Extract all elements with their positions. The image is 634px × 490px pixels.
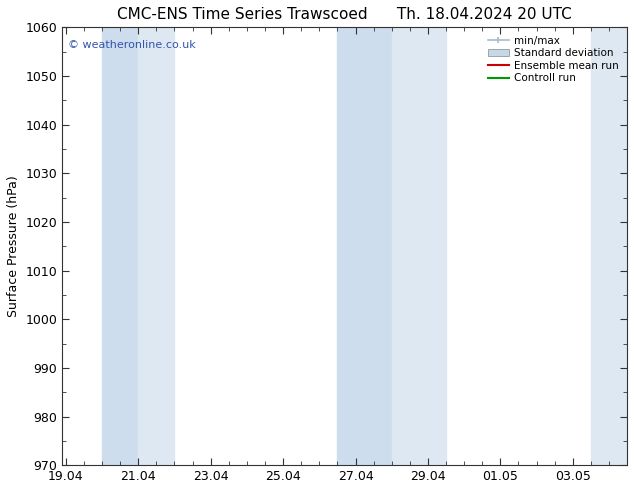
Bar xyxy=(102,27,138,465)
Text: © weatheronline.co.uk: © weatheronline.co.uk xyxy=(68,40,196,50)
Bar xyxy=(138,27,174,465)
Y-axis label: Surface Pressure (hPa): Surface Pressure (hPa) xyxy=(7,175,20,317)
Bar xyxy=(392,27,446,465)
Title: CMC-ENS Time Series Trawscoed      Th. 18.04.2024 20 UTC: CMC-ENS Time Series Trawscoed Th. 18.04.… xyxy=(117,7,572,22)
Legend: min/max, Standard deviation, Ensemble mean run, Controll run: min/max, Standard deviation, Ensemble me… xyxy=(485,32,622,87)
Bar xyxy=(591,27,627,465)
Bar xyxy=(337,27,392,465)
